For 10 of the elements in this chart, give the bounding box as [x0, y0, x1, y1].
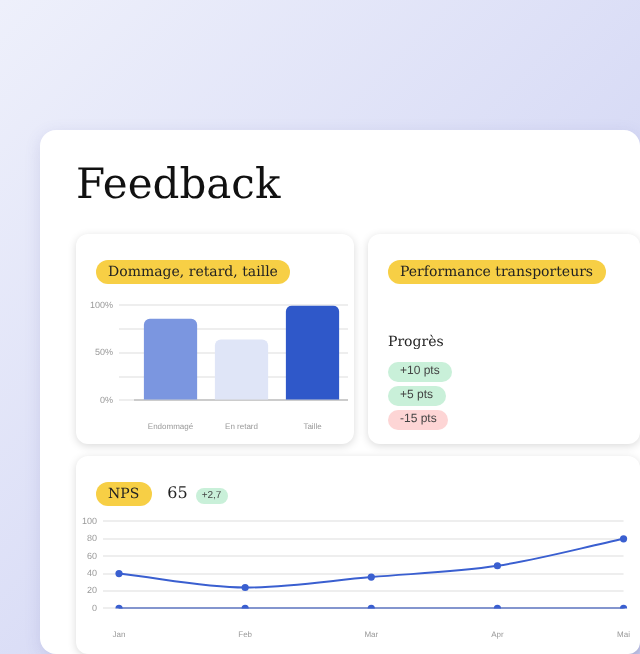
bar: [214, 339, 269, 400]
text: Feedback: [76, 160, 281, 208]
point: [367, 573, 375, 581]
point: [619, 535, 628, 543]
point: [241, 583, 249, 592]
point: [493, 562, 502, 570]
bar: [285, 305, 340, 400]
text: 65: [167, 484, 188, 502]
point: [115, 570, 123, 578]
bar: [143, 318, 198, 400]
